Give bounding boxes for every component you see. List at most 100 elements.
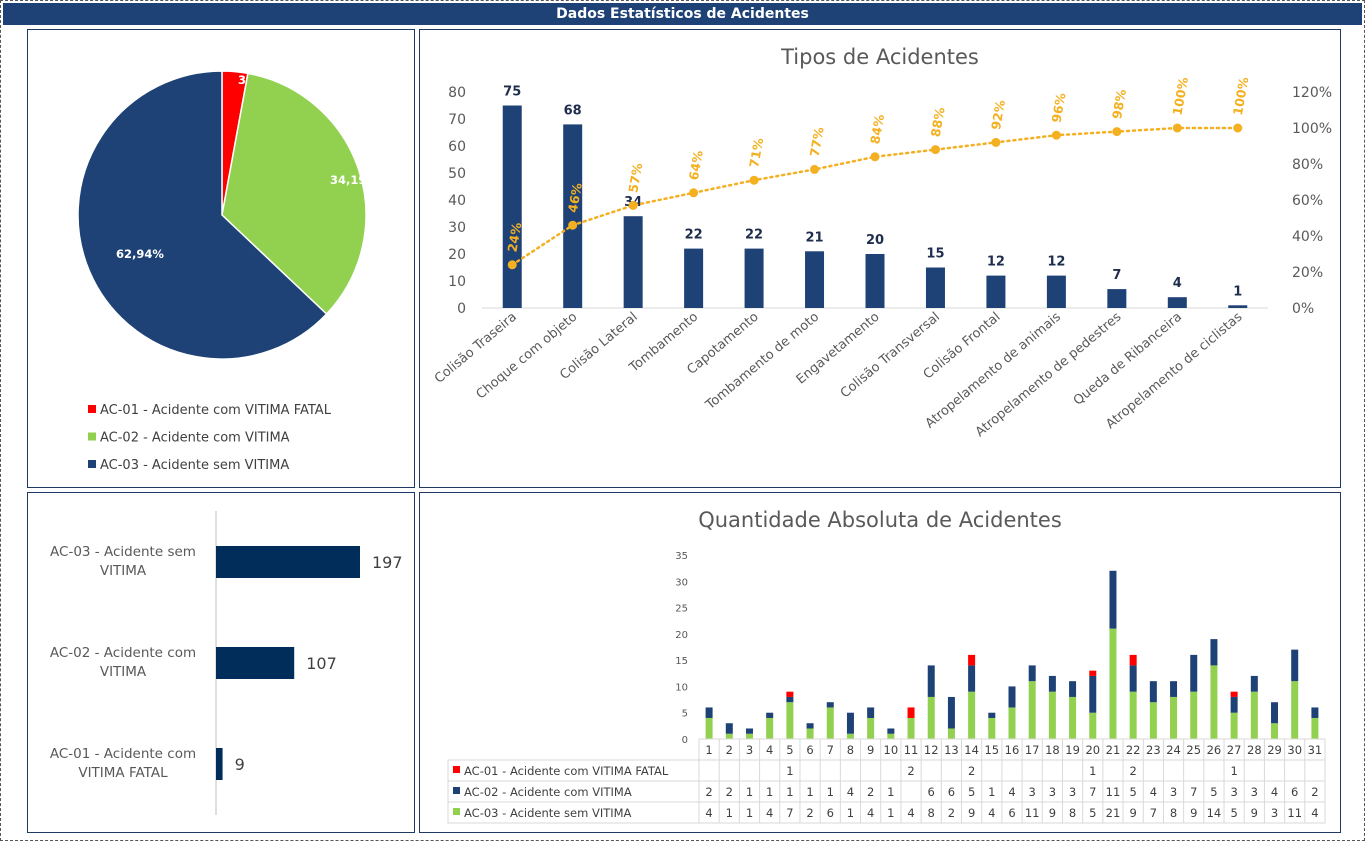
stack-segment xyxy=(786,691,794,697)
stack-segment xyxy=(1149,681,1157,703)
category-label: Tombamento de moto xyxy=(702,310,822,414)
table-cell-value: 14 xyxy=(1207,806,1222,820)
bar-value-label: 22 xyxy=(685,228,703,243)
table-cell-value: 6 xyxy=(827,806,834,820)
table-day-label: 9 xyxy=(867,743,874,757)
page-title: Dados Estatísticos de Acidentes xyxy=(3,3,1362,25)
bar-7 xyxy=(865,254,885,308)
y2-tick-label: 0% xyxy=(1292,301,1314,317)
table-day-label: 2 xyxy=(726,743,733,757)
pie-chart-panel: 3%34,19%62,94%AC-01 - Acidente com VITIM… xyxy=(27,29,415,488)
table-cell-value: 1 xyxy=(1089,764,1096,778)
table-cell-value: 7 xyxy=(1089,785,1096,799)
table-cell-value: 6 xyxy=(948,785,955,799)
y-tick-label: 10 xyxy=(675,682,688,693)
cumulative-point xyxy=(507,260,517,270)
bar-8 xyxy=(925,267,945,308)
table-day-label: 26 xyxy=(1207,743,1222,757)
table-cell-value: 4 xyxy=(766,806,773,820)
y2-tick-label: 40% xyxy=(1292,229,1323,245)
table-cell-value: 11 xyxy=(1025,806,1040,820)
table-cell-value: 1 xyxy=(746,806,753,820)
bar-value-label: 1 xyxy=(1233,284,1242,299)
y-tick-label: 50 xyxy=(448,166,466,182)
stack-segment xyxy=(1311,707,1319,718)
table-cell-value: 9 xyxy=(1129,806,1136,820)
y-tick-label: 20 xyxy=(675,630,688,641)
table-cell-value: 8 xyxy=(928,806,935,820)
table-cell-value: 1 xyxy=(786,764,793,778)
table-cell-value: 8 xyxy=(1069,806,1076,820)
table-day-label: 7 xyxy=(827,743,834,757)
table-cell-value: 4 xyxy=(1311,806,1318,820)
stack-segment xyxy=(1028,681,1036,739)
table-cell-value: 7 xyxy=(786,806,793,820)
table-cell-value: 3 xyxy=(1271,806,1278,820)
table-day-label: 18 xyxy=(1045,743,1060,757)
bar-2 xyxy=(563,124,583,309)
table-cell-value: 2 xyxy=(806,806,813,820)
table-day-label: 11 xyxy=(904,743,919,757)
table-cell-value: 9 xyxy=(1190,806,1197,820)
table-cell-value: 2 xyxy=(705,785,712,799)
bar-6 xyxy=(805,251,825,308)
table-cell-value: 3 xyxy=(1069,785,1076,799)
bar-1 xyxy=(502,105,522,308)
stack-segment xyxy=(1129,691,1137,739)
bar-value-label: 12 xyxy=(1047,255,1065,270)
cumulative-label: 100% xyxy=(1169,75,1191,116)
stack-segment xyxy=(1089,675,1097,713)
cumulative-point xyxy=(689,188,699,198)
pareto-chart-panel: Tipos de Acidentes 0 10 20 30 40 50 60 70 80 0% 20%… xyxy=(419,29,1341,488)
bar-4 xyxy=(684,248,704,308)
legend-label: AC-03 - Acidente sem VITIMA xyxy=(100,458,289,473)
stack-segment xyxy=(1210,665,1218,739)
table-day-label: 4 xyxy=(766,743,773,757)
stack-segment xyxy=(1129,654,1137,666)
table-day-label: 13 xyxy=(944,743,959,757)
cumulative-point xyxy=(1112,127,1122,137)
table-cell-value: 1 xyxy=(847,806,854,820)
stack-segment xyxy=(968,691,976,739)
table-cell-value: 1 xyxy=(827,785,834,799)
y2-tick-label: 80% xyxy=(1292,157,1323,173)
stack-segment xyxy=(907,707,915,718)
stack-segment xyxy=(846,733,854,739)
table-cell-value: 1 xyxy=(887,785,894,799)
table-cell-value: 2 xyxy=(907,764,914,778)
table-day-label: 8 xyxy=(847,743,854,757)
stack-segment xyxy=(907,717,915,739)
table-cell-value: 5 xyxy=(1089,806,1096,820)
y-tick-label: 25 xyxy=(675,604,688,615)
stack-segment xyxy=(786,696,794,703)
table-cell-value: 3 xyxy=(1170,785,1177,799)
total-bar-2 xyxy=(216,647,295,679)
table-series-label: AC-03 - Acidente sem VITIMA xyxy=(464,806,632,820)
bar-value-label: 4 xyxy=(1173,276,1182,291)
total-bar-value: 197 xyxy=(372,553,403,572)
table-day-label: 12 xyxy=(924,743,939,757)
cumulative-label: 84% xyxy=(867,113,887,146)
total-bar-value: 9 xyxy=(235,755,245,774)
stack-segment xyxy=(947,696,955,729)
cumulative-label: 98% xyxy=(1109,88,1129,121)
table-cell-value: 9 xyxy=(968,806,975,820)
y-tick-label: 0 xyxy=(457,301,466,317)
total-bar-value: 107 xyxy=(306,654,337,673)
bar-11 xyxy=(1107,289,1127,308)
table-cell-value: 6 xyxy=(1291,785,1298,799)
bar-value-label: 21 xyxy=(805,230,823,245)
bar-5 xyxy=(744,248,764,308)
table-cell-value: 5 xyxy=(1210,785,1217,799)
stack-segment xyxy=(988,717,996,739)
table-cell-value: 11 xyxy=(1287,806,1302,820)
legend-swatch xyxy=(88,460,96,468)
stack-segment xyxy=(1291,681,1299,739)
cumulative-point xyxy=(1233,123,1243,133)
table-cell-value: 1 xyxy=(1230,764,1237,778)
cumulative-point xyxy=(749,175,759,185)
cumulative-point xyxy=(568,220,578,230)
bar-12 xyxy=(1167,297,1187,308)
total-bar-label: AC-02 - Acidente com VITIMA xyxy=(50,645,196,680)
